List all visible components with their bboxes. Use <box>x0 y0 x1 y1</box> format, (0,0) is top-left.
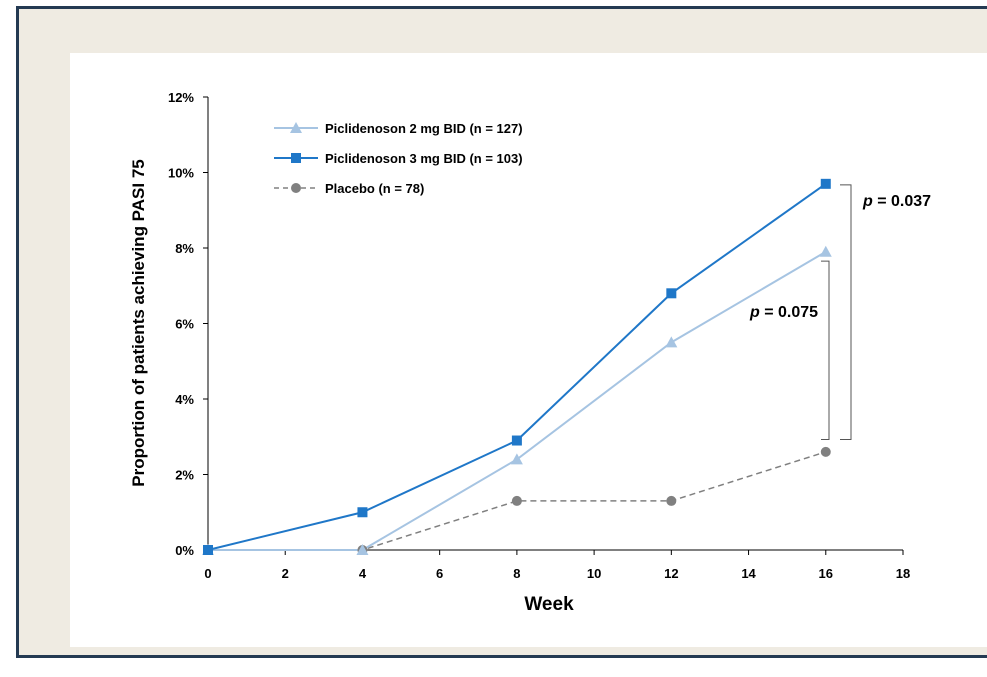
legend-label: Piclidenoson 3 mg BID (n = 103) <box>325 151 523 166</box>
data-point-square <box>357 507 368 518</box>
series-lines <box>207 183 827 551</box>
y-axis-title: Proportion of patients achieving PASI 75 <box>129 159 148 486</box>
bracket-p075 <box>821 260 830 441</box>
x-tick-label: 0 <box>204 566 211 581</box>
x-tick-label: 16 <box>819 566 833 581</box>
data-point-square <box>820 178 831 189</box>
x-tick-label: 14 <box>741 566 756 581</box>
legend: Piclidenoson 2 mg BID (n = 127) Piclideno… <box>274 121 523 196</box>
series-line <box>207 183 827 551</box>
data-point-circle <box>820 446 831 457</box>
annotation-p037: p = 0.037 <box>862 193 931 210</box>
y-tick-label: 6% <box>175 317 194 332</box>
legend-label: Placebo (n = 78) <box>325 181 424 196</box>
data-point-circle <box>666 495 677 506</box>
legend-marker <box>291 183 301 193</box>
data-point-triangle <box>819 245 832 257</box>
legend-label: Piclidenoson 2 mg BID (n = 127) <box>325 121 523 136</box>
series-markers <box>202 178 832 555</box>
annotation-p075: p = 0.075 <box>749 304 818 321</box>
tick-labels: 0% 2% 4% 6% 8% 10% 12% 0 2 4 6 8 10 12 14 16 18 <box>168 90 910 581</box>
data-point-square <box>203 545 213 555</box>
bracket-p037 <box>840 184 852 441</box>
p-value: = 0.075 <box>760 304 818 321</box>
y-tick-label: 12% <box>168 90 194 105</box>
data-point-triangle <box>356 544 369 555</box>
data-point-square <box>666 288 677 299</box>
chart-panel <box>70 53 987 647</box>
y-tick-label: 10% <box>168 166 194 181</box>
x-tick-label: 10 <box>587 566 601 581</box>
x-axis-title: Week <box>524 594 574 615</box>
x-tick-label: 4 <box>359 566 367 581</box>
p-value: = 0.037 <box>873 193 931 210</box>
p-symbol: p <box>862 193 873 210</box>
x-tick-label: 18 <box>896 566 910 581</box>
y-tick-label: 2% <box>175 468 194 483</box>
y-tick-label: 8% <box>175 241 194 256</box>
legend-marker <box>291 153 301 163</box>
y-tick-label: 0% <box>175 543 194 558</box>
x-tick-label: 2 <box>282 566 289 581</box>
data-point-square <box>511 435 522 446</box>
p-symbol: p <box>749 304 760 321</box>
y-tick-label: 4% <box>175 392 194 407</box>
x-tick-label: 6 <box>436 566 443 581</box>
legend-marker <box>290 122 302 133</box>
data-point-triangle <box>665 336 678 348</box>
data-point-circle <box>511 495 522 506</box>
data-point-triangle <box>510 453 523 465</box>
x-tick-label: 12 <box>664 566 678 581</box>
chart-axes <box>203 96 904 555</box>
x-tick-label: 8 <box>513 566 520 581</box>
